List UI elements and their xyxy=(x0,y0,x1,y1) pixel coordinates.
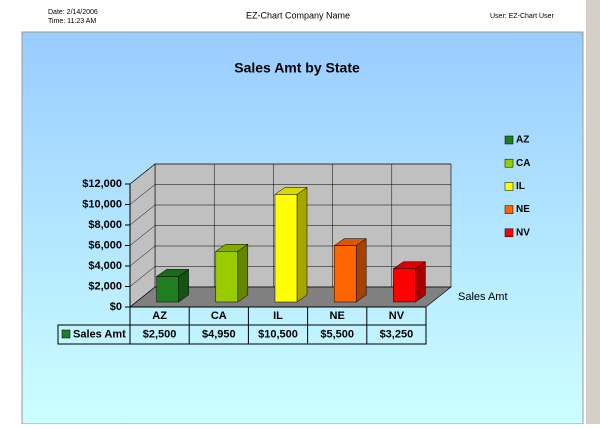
bar xyxy=(333,245,357,303)
legend-label: IL xyxy=(516,181,525,192)
y-tick-label: $10,000 xyxy=(82,198,122,210)
x-tick-label: NE xyxy=(330,310,345,322)
y-tick-label: $8,000 xyxy=(88,219,122,231)
y-tick-label: $4,000 xyxy=(88,260,122,272)
company-name: EZ-Chart Company Name xyxy=(246,10,350,20)
data-label: $3,250 xyxy=(380,328,414,340)
data-label: $2,500 xyxy=(143,328,177,340)
y-tick-label: $6,000 xyxy=(88,239,122,251)
data-table-key xyxy=(61,329,71,339)
legend-key xyxy=(504,228,514,238)
legend-label: CA xyxy=(516,158,530,169)
data-label: $5,500 xyxy=(320,328,354,340)
bar xyxy=(393,268,416,303)
grid-line xyxy=(129,184,156,205)
grid-line xyxy=(129,204,156,226)
bar-side xyxy=(355,238,367,303)
depth-label: Sales Amt xyxy=(458,291,508,303)
legend-label: AZ xyxy=(516,135,529,146)
data-label: $4,950 xyxy=(202,328,236,340)
y-tick-label: $12,000 xyxy=(82,178,122,190)
data-table-label-cell xyxy=(57,324,131,345)
x-tick-label: CA xyxy=(211,310,227,322)
report-user: User: EZ-Chart User xyxy=(490,13,554,20)
bar-side xyxy=(296,186,308,303)
report-time: Time: 11:23 AM xyxy=(48,18,96,25)
report-date: Date: 2/14/2006 xyxy=(48,9,98,16)
bar-side xyxy=(237,243,249,303)
data-table-series: Sales Amt xyxy=(73,328,126,340)
scroll-gutter xyxy=(586,0,600,424)
x-tick-label: IL xyxy=(273,310,283,322)
y-tick-label: $0 xyxy=(110,301,122,313)
legend-label: NV xyxy=(516,227,530,238)
legend-key xyxy=(504,182,514,191)
x-tick-label: NV xyxy=(389,310,405,322)
x-tick-label: AZ xyxy=(152,310,167,322)
legend-key xyxy=(504,158,514,168)
grid-line xyxy=(129,286,156,308)
legend-key xyxy=(504,135,514,145)
bar xyxy=(156,276,179,303)
grid-line xyxy=(129,225,156,246)
grid-line xyxy=(129,163,156,185)
grid-line xyxy=(129,266,156,287)
y-tick-label: $2,000 xyxy=(88,280,122,292)
legend-label: NE xyxy=(516,204,530,215)
data-label: $10,500 xyxy=(258,328,298,340)
bar xyxy=(215,251,239,303)
chart-title: Sales Amt by State xyxy=(234,60,360,76)
bar xyxy=(274,194,298,303)
legend-key xyxy=(504,205,514,214)
grid-line xyxy=(129,245,156,267)
